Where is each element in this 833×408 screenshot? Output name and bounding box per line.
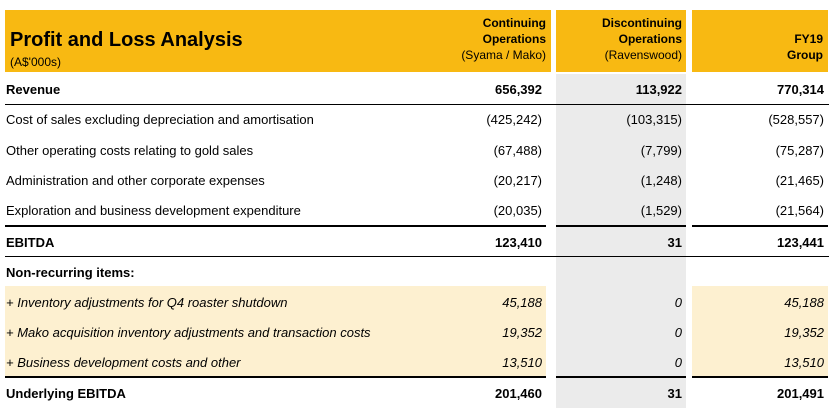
- value-group: (528,557): [768, 111, 824, 127]
- value-group: (21,465): [775, 172, 824, 188]
- header-title-block: Profit and Loss Analysis (A$'000s) Conti…: [5, 10, 551, 72]
- table-row: + Inventory adjustments for Q4 roaster s…: [5, 287, 829, 317]
- value-group: 123,441: [777, 234, 824, 250]
- row-label: Underlying EBITDA: [6, 385, 126, 401]
- value-continuing: 13,510: [502, 354, 542, 370]
- col-header-discontinuing: Discontinuing Operations (Ravenswood): [556, 10, 686, 72]
- col-header-group: FY19 Group: [692, 10, 828, 72]
- value-discontinuing: 31: [667, 234, 682, 250]
- section-rule: [556, 225, 686, 227]
- value-group: 201,491: [777, 385, 824, 401]
- row-label: Exploration and business development exp…: [6, 202, 301, 218]
- table-row: + Mako acquisition inventory adjustments…: [5, 317, 829, 347]
- value-discontinuing: 0: [674, 354, 682, 370]
- value-continuing: (425,242): [486, 111, 542, 127]
- page-title: Profit and Loss Analysis: [10, 29, 243, 51]
- table-row: Other operating costs relating to gold s…: [5, 135, 829, 165]
- value-discontinuing: (103,315): [626, 111, 682, 127]
- value-continuing: 656,392: [495, 81, 542, 97]
- discontinued-column-bg: [556, 74, 686, 408]
- section-rule: [556, 376, 686, 378]
- value-continuing: 123,410: [495, 234, 542, 250]
- row-label: + Business development costs and other: [6, 354, 241, 370]
- table-row: Non-recurring items:: [5, 257, 829, 287]
- value-discontinuing: 113,922: [635, 81, 682, 97]
- row-label: + Inventory adjustments for Q4 roaster s…: [6, 294, 288, 310]
- row-label: Administration and other corporate expen…: [6, 172, 265, 188]
- section-rule: [5, 376, 546, 378]
- section-rule: [5, 225, 546, 227]
- row-divider: [5, 104, 829, 105]
- value-discontinuing: 31: [667, 385, 682, 401]
- col-header-continuing: Continuing Operations (Syama / Mako): [461, 16, 546, 62]
- value-discontinuing: 0: [674, 294, 682, 310]
- table-row: + Business development costs and other 1…: [5, 347, 829, 377]
- value-group: (21,564): [775, 202, 824, 218]
- value-continuing: (20,035): [493, 202, 542, 218]
- value-discontinuing: (7,799): [640, 142, 682, 158]
- row-label: Revenue: [6, 81, 61, 97]
- table-row: EBITDA 123,410 31 123,441: [5, 227, 829, 257]
- table-row: Underlying EBITDA 201,460 31 201,491: [5, 378, 829, 408]
- table-row: Exploration and business development exp…: [5, 195, 829, 225]
- section-rule: [692, 376, 828, 378]
- value-group: 19,352: [784, 324, 824, 340]
- table-row: Revenue 656,392 113,922 770,314: [5, 74, 829, 104]
- row-label: + Mako acquisition inventory adjustments…: [6, 324, 371, 340]
- row-label: EBITDA: [6, 234, 55, 250]
- table-row: Cost of sales excluding depreciation and…: [5, 104, 829, 134]
- value-continuing: (67,488): [493, 142, 542, 158]
- row-label: Cost of sales excluding depreciation and…: [6, 111, 314, 127]
- row-divider: [5, 256, 829, 257]
- value-discontinuing: (1,529): [640, 202, 682, 218]
- value-group: (75,287): [775, 142, 824, 158]
- value-discontinuing: 0: [674, 324, 682, 340]
- value-continuing: (20,217): [493, 172, 542, 188]
- row-label: Other operating costs relating to gold s…: [6, 142, 254, 158]
- units-label: (A$'000s): [10, 55, 61, 69]
- value-group: 770,314: [777, 81, 824, 97]
- value-continuing: 19,352: [502, 324, 542, 340]
- nonrecurring-bg-label: [5, 286, 546, 376]
- table-row: Administration and other corporate expen…: [5, 165, 829, 195]
- section-rule: [692, 225, 828, 227]
- value-continuing: 201,460: [495, 385, 542, 401]
- nonrecurring-bg-group: [692, 286, 828, 376]
- value-discontinuing: (1,248): [640, 172, 682, 188]
- section-heading: Non-recurring items:: [6, 264, 135, 280]
- value-group: 13,510: [784, 354, 824, 370]
- value-group: 45,188: [784, 294, 824, 310]
- value-continuing: 45,188: [502, 294, 542, 310]
